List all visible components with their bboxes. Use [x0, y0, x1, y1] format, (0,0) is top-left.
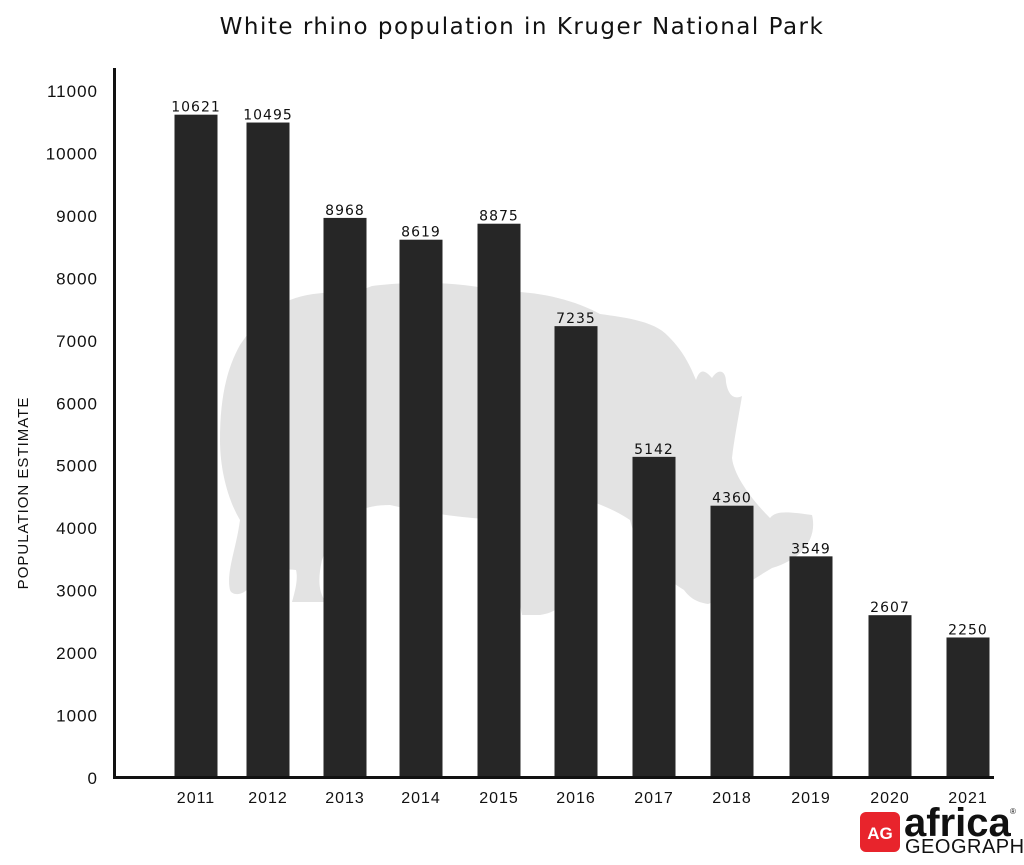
bar-2020 [868, 615, 912, 778]
chart-title: White rhino population in Kruger Nationa… [220, 14, 825, 40]
value-label-2016: 7235 [556, 311, 596, 327]
bar-2019 [789, 556, 833, 778]
x-tick-2021: 2021 [948, 790, 988, 807]
x-tick-2016: 2016 [556, 790, 596, 807]
bar-2014 [399, 239, 443, 778]
logo-word: africa [904, 801, 1011, 845]
y-tick-4000: 4000 [56, 519, 98, 538]
y-tick-5000: 5000 [56, 457, 98, 476]
y-tick-8000: 8000 [56, 269, 98, 288]
y-tick-11000: 11000 [47, 82, 98, 101]
bar-2021 [946, 637, 990, 778]
bar-2016 [554, 326, 598, 778]
y-tick-9000: 9000 [56, 207, 98, 226]
bar-2018 [710, 505, 754, 778]
x-tick-2020: 2020 [870, 790, 910, 807]
bar-2012 [246, 122, 290, 778]
y-tick-2000: 2000 [56, 644, 98, 663]
x-tick-2011: 2011 [177, 790, 215, 807]
y-tick-0: 0 [88, 769, 98, 788]
logo-badge [860, 812, 900, 852]
bars [174, 114, 990, 778]
y-tick-7000: 7000 [56, 332, 98, 351]
y-axis-label: POPULATION ESTIMATE [15, 397, 32, 590]
value-label-2018: 4360 [712, 491, 752, 507]
logo-subtitle: GEOGRAPHIC [905, 836, 1024, 858]
x-tick-2019: 2019 [791, 790, 831, 807]
bar-2013 [323, 217, 367, 778]
logo-badge-text: AG [867, 824, 893, 843]
bar-2017 [632, 456, 676, 778]
logo-registered-mark: ® [1010, 807, 1016, 816]
value-label-2017: 5142 [634, 442, 674, 458]
x-tick-2015: 2015 [479, 790, 519, 807]
value-label-2014: 8619 [401, 225, 441, 241]
bar-2015 [477, 223, 521, 778]
value-labels: 10621 10495 8968 8619 8875 7235 5142 4360 3549 26… [171, 100, 988, 639]
value-label-2015: 8875 [479, 209, 519, 225]
value-label-2019: 3549 [791, 541, 831, 557]
value-label-2012: 10495 [243, 108, 293, 124]
value-label-2021: 2250 [948, 622, 988, 638]
x-tick-2017: 2017 [634, 790, 674, 807]
x-tick-2012: 2012 [248, 790, 288, 807]
y-tick-1000: 1000 [56, 707, 98, 726]
value-label-2011: 10621 [171, 100, 221, 116]
y-tick-10000: 10000 [46, 144, 98, 163]
africa-geographic-logo: AG africa GEOGRAPHIC ® [860, 801, 1024, 858]
x-ticks: 2011 2012 2013 2014 2015 2016 2017 2018 2019 2020… [177, 790, 988, 807]
value-label-2013: 8968 [325, 203, 365, 219]
y-ticks: 0 1000 2000 3000 4000 5000 6000 7000 8000 9000 100… [46, 82, 98, 788]
x-tick-2014: 2014 [401, 790, 441, 807]
y-tick-6000: 6000 [56, 394, 98, 413]
value-label-2020: 2607 [870, 600, 910, 616]
bar-2011 [174, 114, 218, 778]
x-tick-2018: 2018 [712, 790, 752, 807]
y-tick-3000: 3000 [56, 582, 98, 601]
x-tick-2013: 2013 [325, 790, 365, 807]
